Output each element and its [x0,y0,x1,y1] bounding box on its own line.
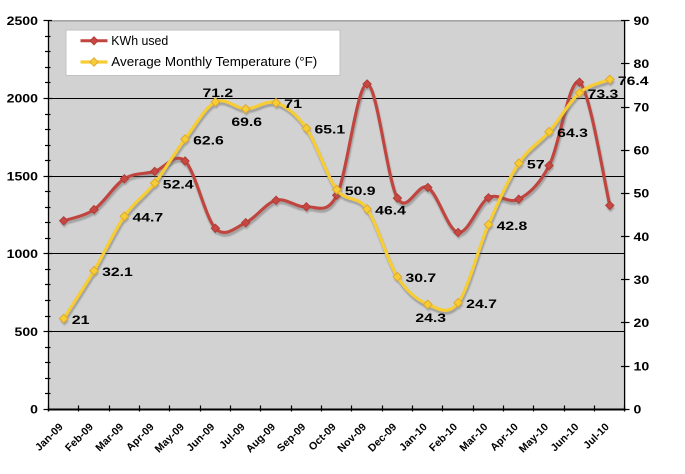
svg-text:0: 0 [634,403,642,417]
svg-text:50.9: 50.9 [345,184,376,198]
svg-text:71.2: 71.2 [203,86,234,100]
svg-text:20: 20 [634,316,650,330]
svg-text:24.3: 24.3 [415,311,446,325]
svg-text:1500: 1500 [7,169,39,183]
svg-text:62.6: 62.6 [193,133,224,147]
svg-text:24.7: 24.7 [466,297,497,311]
svg-text:21: 21 [72,313,90,327]
svg-text:42.8: 42.8 [497,219,528,233]
svg-text:52.4: 52.4 [163,177,194,191]
svg-text:90: 90 [634,14,650,28]
svg-text:0: 0 [30,403,38,417]
svg-text:500: 500 [15,325,39,339]
svg-text:Average Monthly Temperature (°: Average Monthly Temperature (°F) [111,55,317,69]
svg-text:2000: 2000 [7,92,39,106]
svg-text:32.1: 32.1 [102,265,133,279]
svg-text:40: 40 [634,230,650,244]
svg-text:57: 57 [527,158,545,172]
svg-text:1000: 1000 [7,247,39,261]
svg-text:65.1: 65.1 [315,123,346,137]
svg-text:69.6: 69.6 [231,115,262,129]
svg-text:80: 80 [634,57,650,71]
svg-text:30.7: 30.7 [406,271,437,285]
svg-text:60: 60 [634,144,650,158]
svg-text:46.4: 46.4 [375,203,406,217]
svg-text:71: 71 [284,97,302,111]
svg-text:KWh used: KWh used [111,34,168,48]
svg-text:50: 50 [634,187,650,201]
svg-text:44.7: 44.7 [133,211,164,225]
svg-text:64.3: 64.3 [557,126,588,140]
svg-text:2500: 2500 [7,14,39,28]
svg-text:76.4: 76.4 [618,74,649,88]
svg-text:30: 30 [634,273,650,287]
svg-text:73.3: 73.3 [588,87,619,101]
svg-text:10: 10 [634,359,650,373]
svg-text:70: 70 [634,100,650,114]
